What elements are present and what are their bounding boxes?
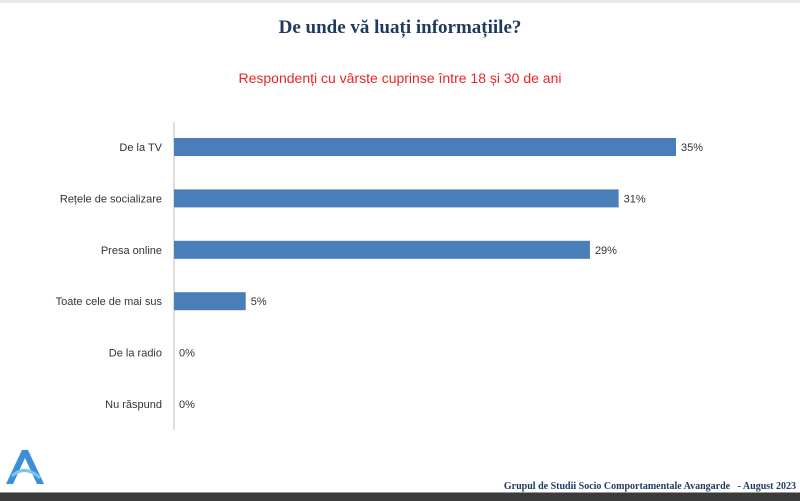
footer-source: Grupul de Studii Socio Comportamentale A… (504, 481, 796, 492)
category-label: De la TV (119, 142, 162, 154)
category-label: De la radio (109, 348, 162, 360)
value-label: 0% (179, 399, 195, 411)
avangarde-logo (6, 450, 44, 484)
footer-separator: - (737, 481, 741, 492)
value-label: 0% (179, 348, 195, 360)
category-label: Toate cele de mai sus (56, 296, 163, 308)
category-label: Rețele de socializare (60, 193, 162, 205)
bottom-bar (0, 492, 800, 501)
footer-date: August 2023 (742, 481, 796, 492)
chart-subtitle: Respondenți cu vârste cuprinse între 18 … (238, 70, 562, 86)
category-label: Presa online (101, 245, 162, 257)
bar (174, 292, 246, 311)
category-label: Nu răspund (105, 399, 162, 411)
top-border (0, 0, 800, 3)
value-label: 5% (251, 296, 267, 308)
footer-org: Grupul de Studii Socio Comportamentale A… (503, 481, 731, 492)
bar (174, 240, 590, 259)
chart-title: De unde vă luați informațiile? (278, 17, 522, 38)
value-label: 29% (595, 245, 617, 257)
value-label: 35% (681, 142, 703, 154)
bar (174, 138, 676, 156)
value-label: 31% (624, 193, 646, 205)
bar (174, 189, 619, 208)
